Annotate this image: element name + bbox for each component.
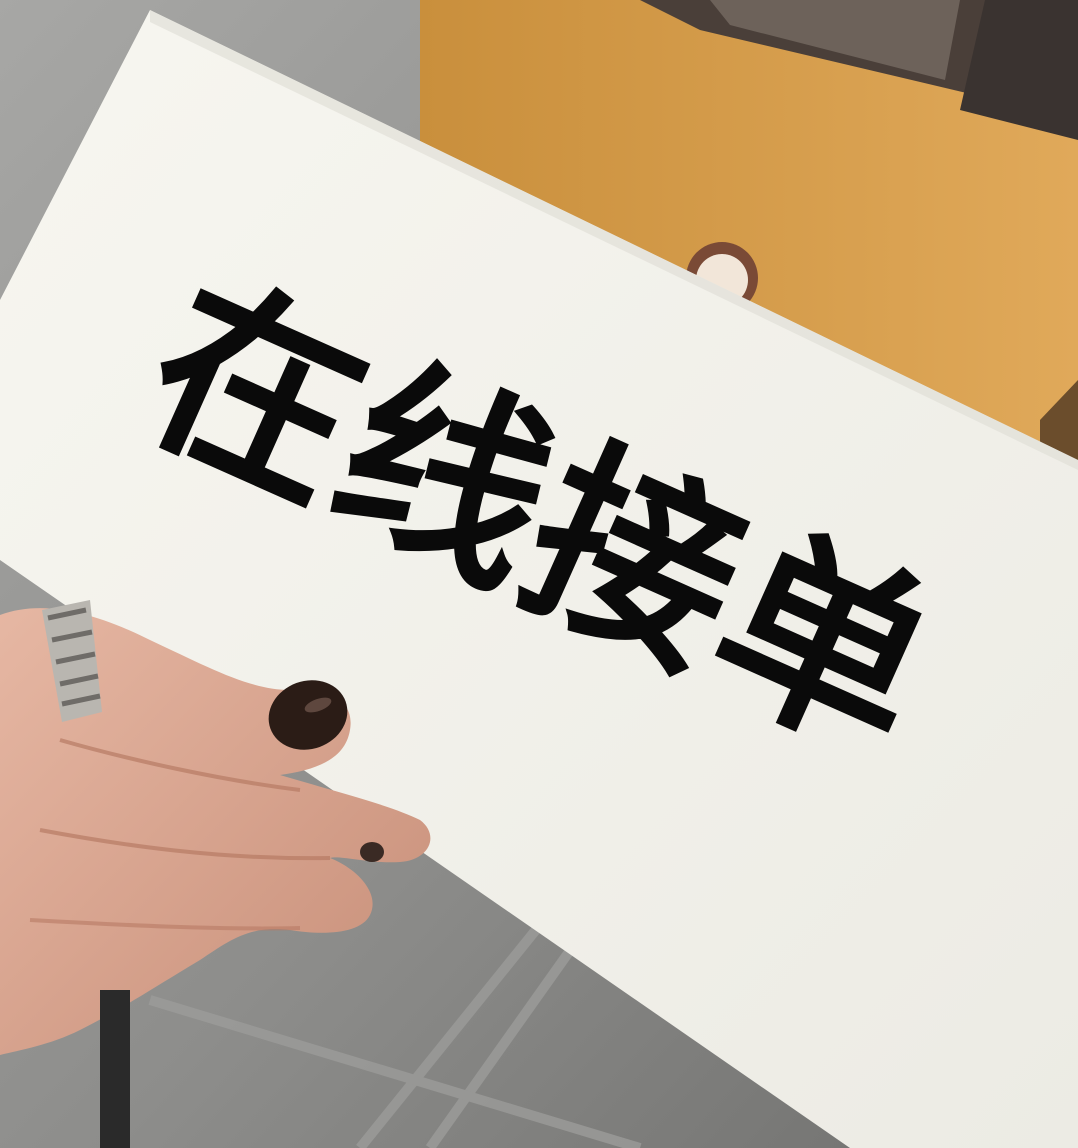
ring-icon [42,600,102,722]
wall-board [420,0,1078,470]
strap [100,990,130,1148]
picture-frame [960,0,1078,140]
sign-card [0,10,1078,1148]
card-edge [150,10,1078,470]
nail [268,680,348,750]
hand-icon [0,608,431,1055]
picture-frame [710,0,960,80]
